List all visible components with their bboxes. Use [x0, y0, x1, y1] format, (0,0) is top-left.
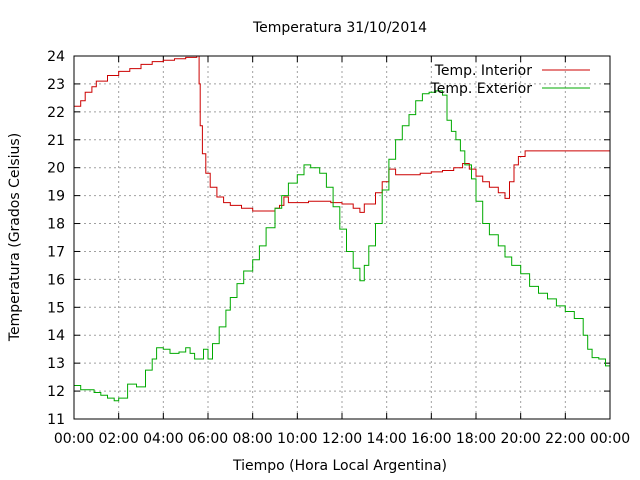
legend-label: Temp. Interior	[434, 63, 533, 79]
x-axis-title: Tiempo (Hora Local Argentina)	[232, 458, 447, 474]
axis-ticks: 00:00 02:00 04:00 06:00 08:00 10:00 12:00 14:00…	[47, 49, 630, 447]
legend: Temp. Interior Temp. Exterior	[430, 63, 590, 97]
x-tick-label: 18:00	[456, 431, 496, 447]
x-tick-label: 00:00	[54, 431, 94, 447]
y-tick-label: 18	[47, 217, 65, 233]
series-line-exterior	[74, 90, 611, 402]
x-tick-label: 12:00	[322, 431, 362, 447]
y-tick-label: 20	[47, 161, 65, 177]
x-tick-label: 20:00	[500, 431, 540, 447]
y-tick-label: 15	[47, 300, 65, 316]
plot-frame	[73, 55, 611, 420]
y-tick-label: 12	[47, 384, 65, 400]
grid-lines	[74, 56, 610, 419]
y-tick-label: 22	[47, 105, 65, 121]
y-tick-label: 17	[47, 244, 65, 260]
x-tick-label: 04:00	[143, 431, 183, 447]
y-tick-label: 13	[47, 356, 65, 372]
x-tick-label: 22:00	[545, 431, 585, 447]
y-tick-label: 21	[47, 133, 65, 149]
y-tick-label: 16	[47, 272, 65, 288]
y-axis-title: Temperatura (Grados Celsius)	[7, 133, 23, 342]
x-tick-label: 00:00	[590, 431, 630, 447]
x-tick-label: 10:00	[277, 431, 317, 447]
x-tick-label: 06:00	[188, 431, 228, 447]
y-tick-label: 23	[47, 77, 65, 93]
chart-title: Temperatura 31/10/2014	[252, 20, 427, 36]
x-tick-label: 02:00	[98, 431, 138, 447]
x-tick-label: 16:00	[411, 431, 451, 447]
x-tick-label: 14:00	[366, 431, 406, 447]
y-tick-label: 14	[47, 328, 65, 344]
legend-label: Temp. Exterior	[430, 81, 533, 97]
y-tick-label: 11	[47, 412, 65, 428]
series-lines	[74, 55, 611, 402]
x-tick-label: 08:00	[232, 431, 272, 447]
y-tick-label: 24	[47, 49, 65, 65]
series-line-interior	[74, 55, 610, 213]
y-tick-label: 19	[47, 189, 65, 205]
